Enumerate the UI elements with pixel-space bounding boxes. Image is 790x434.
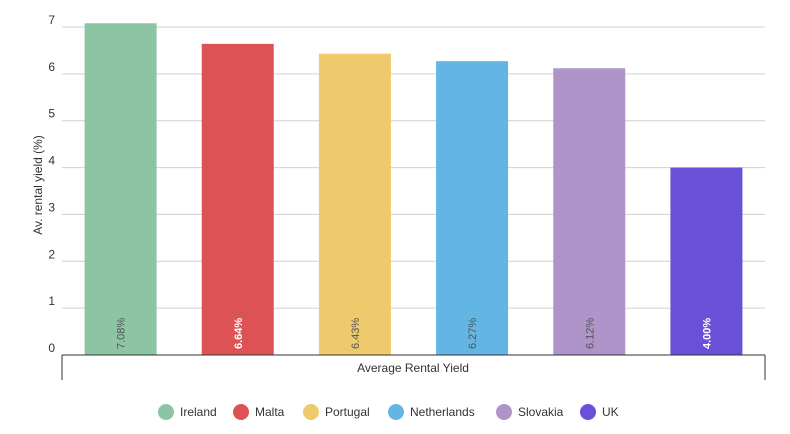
bar-ireland: [84, 23, 157, 355]
y-tick-label: 3: [48, 200, 55, 214]
y-tick-label: 2: [48, 247, 55, 261]
y-tick-label: 5: [48, 107, 55, 121]
y-tick-label: 0: [48, 341, 55, 355]
legend-label: Ireland: [180, 405, 217, 419]
legend-swatch: [580, 404, 596, 420]
x-axis-title: Average Rental Yield: [357, 361, 469, 375]
legend-swatch: [496, 404, 512, 420]
bar-uk: [670, 167, 743, 355]
legend-label: Portugal: [325, 405, 370, 419]
bar-slovakia: [553, 68, 626, 355]
legend-label: Slovakia: [518, 405, 564, 419]
bar-value-label: 6.43%: [350, 318, 362, 349]
y-tick-label: 6: [48, 60, 55, 74]
legend-swatch: [303, 404, 319, 420]
legend-label: Malta: [255, 405, 285, 419]
bar-value-label: 6.27%: [467, 318, 479, 349]
bar-netherlands: [436, 61, 509, 355]
x-axis: Average Rental Yield: [61, 354, 766, 380]
bar-portugal: [318, 53, 391, 356]
bar-malta: [201, 43, 274, 356]
y-axis-title: Av. rental yield (%): [31, 135, 45, 235]
gridlines: [62, 26, 765, 309]
y-axis-ticks: 0 1 2 3 4 5 6 7: [48, 13, 55, 355]
bars: 7.08% 6.64% 6.43% 6.27% 6.12% 4.00%: [84, 23, 743, 356]
y-tick-label: 7: [48, 13, 55, 27]
legend-label: Netherlands: [410, 405, 475, 419]
bar-value-label: 6.12%: [584, 318, 596, 349]
legend-swatch: [233, 404, 249, 420]
y-tick-label: 4: [48, 154, 55, 168]
legend-swatch: [388, 404, 404, 420]
bar-value-label: 6.64%: [233, 318, 245, 349]
legend-label: UK: [602, 405, 619, 419]
bar-value-label: 7.08%: [116, 318, 128, 349]
y-tick-label: 1: [48, 294, 55, 308]
legend-swatch: [158, 404, 174, 420]
legend: Ireland Malta Portugal Netherlands Slovakia U…: [158, 404, 619, 420]
bar-value-label: 4.00%: [701, 318, 713, 349]
